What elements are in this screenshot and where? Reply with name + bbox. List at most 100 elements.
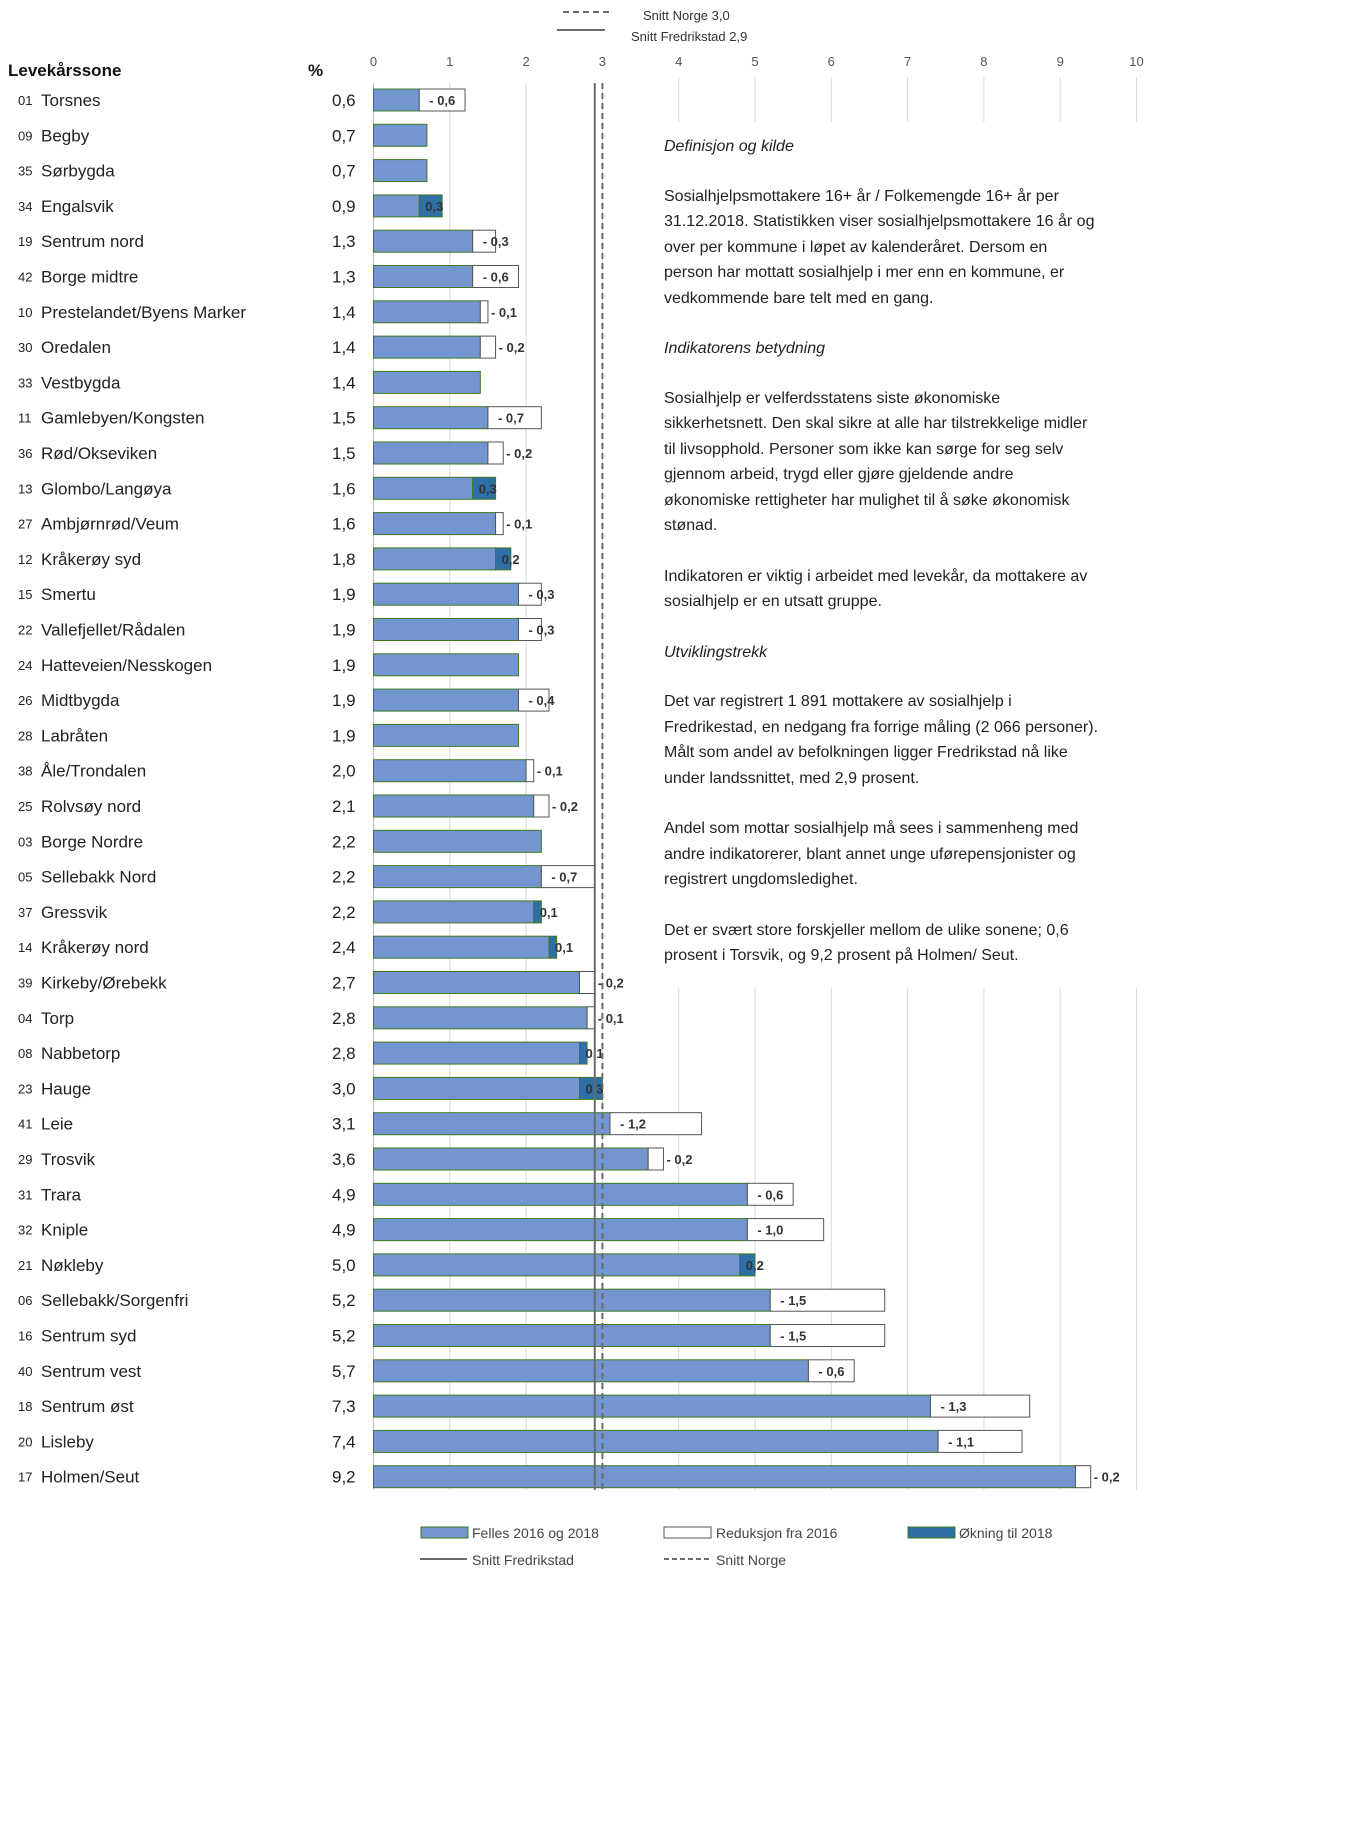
zone-code: 38 — [18, 764, 32, 779]
zone-name: Midtbygda — [41, 691, 120, 710]
bar-common — [373, 1359, 809, 1383]
bar-reduction — [647, 1147, 664, 1171]
zone-name: Sentrum nord — [41, 232, 144, 251]
bar-change-label: 0,1 — [555, 940, 573, 955]
zone-name: Kråkerøy syd — [41, 550, 141, 569]
zone-name: Kråkerøy nord — [41, 938, 149, 957]
zone-code: 26 — [18, 693, 32, 708]
bar-change-label: - 0,2 — [666, 1152, 692, 1167]
zone-code: 17 — [18, 1470, 32, 1485]
bar-change-label: - 1,5 — [780, 1293, 806, 1308]
zone-code: 28 — [18, 728, 32, 743]
bar-reduction — [472, 265, 519, 288]
zone-code: 21 — [18, 1258, 32, 1273]
zone-value: 5,0 — [332, 1256, 356, 1275]
zone-name: Hauge — [41, 1079, 91, 1098]
zone-name: Gressvik — [41, 903, 108, 922]
bar-reduction — [579, 971, 596, 994]
bar-common — [373, 1112, 611, 1136]
zone-value: 1,8 — [332, 550, 356, 569]
zone-value: 1,9 — [332, 691, 356, 710]
zone-code: 09 — [18, 128, 32, 143]
x-tick-label: 0 — [370, 54, 377, 69]
zone-code: 22 — [18, 623, 32, 638]
bar-change-label: - 0,1 — [506, 517, 532, 532]
bar-common — [373, 335, 481, 359]
reference-label-fredrikstad: Snitt Fredrikstad 2,9 — [631, 29, 747, 44]
bar-reduction — [1074, 1465, 1092, 1489]
bar-change-label: - 0,4 — [528, 693, 555, 708]
bar-reduction — [746, 1218, 825, 1242]
bar-common — [373, 971, 581, 994]
bar-reduction — [479, 335, 497, 359]
zone-code: 15 — [18, 587, 32, 602]
bar-common — [373, 900, 535, 924]
bar-common — [373, 512, 497, 536]
info-panel: Definisjon og kilde Sosialhjelpsmottaker… — [664, 134, 1144, 994]
bar-common — [373, 300, 481, 324]
zone-name: Borge Nordre — [41, 832, 143, 851]
zone-value: 1,9 — [332, 621, 356, 640]
bar-reduction — [487, 441, 504, 465]
zone-code: 11 — [18, 411, 32, 426]
bar-common — [373, 653, 519, 677]
zone-value: 1,6 — [332, 479, 356, 498]
zone-code: 05 — [18, 870, 32, 885]
info-text-differences: Det er svært store forskjeller mellom de… — [664, 921, 1069, 965]
x-tick-label: 9 — [1057, 54, 1064, 69]
bar-common — [373, 1182, 748, 1206]
bar-change-label: - 0,3 — [528, 587, 554, 602]
bar-change-label: - 1,2 — [620, 1117, 646, 1132]
zone-code: 30 — [18, 340, 32, 355]
zone-name: Lisleby — [41, 1432, 94, 1451]
zone-name: Kniple — [41, 1221, 88, 1240]
zone-name: Sørbygda — [41, 162, 115, 181]
info-text-context: Andel som mottar sosialhjelp må sees i s… — [664, 820, 1079, 888]
zone-value: 2,8 — [332, 1009, 356, 1028]
bar-change-label: 0,1 — [540, 905, 558, 920]
legend-label: Økning til 2018 — [959, 1525, 1053, 1541]
bar-reduction — [769, 1324, 886, 1347]
info-heading-trends: Utviklingstrekk — [664, 643, 768, 661]
zone-name: Torsnes — [41, 91, 101, 110]
zone-name: Labråten — [41, 726, 108, 745]
bar-reduction — [586, 1006, 596, 1030]
zone-value: 0,9 — [332, 197, 356, 216]
info-text-importance: Indikatoren er viktig i arbeidet med lev… — [664, 567, 1088, 611]
zone-name: Sentrum syd — [41, 1327, 136, 1346]
bar-increase — [495, 547, 512, 571]
bar-common — [373, 865, 542, 889]
zone-value: 3,6 — [332, 1150, 356, 1169]
bar-common — [373, 1429, 939, 1453]
x-tick-label: 4 — [675, 54, 682, 69]
bar-common — [373, 759, 527, 783]
bar-common — [373, 618, 519, 641]
x-tick-label: 3 — [599, 54, 606, 69]
x-tick-label: 10 — [1129, 54, 1143, 69]
zone-name: Kirkeby/Ørebekk — [41, 974, 167, 993]
zone-name: Begby — [41, 126, 90, 145]
info-text-definition: Sosialhjelpsmottakere 16+ år / Folkemeng… — [664, 187, 1095, 307]
bar-change-label: - 0,3 — [483, 234, 509, 249]
bar-reduction — [937, 1429, 1023, 1453]
legend-label: Snitt Norge — [716, 1552, 786, 1568]
zone-name: Rød/Okseviken — [41, 444, 157, 463]
bar-common — [373, 123, 428, 147]
bar-reduction — [495, 512, 504, 536]
legend-swatch-common — [420, 1526, 469, 1539]
zone-name: Engalsvik — [41, 197, 114, 216]
zone-code: 23 — [18, 1081, 32, 1096]
bar-common — [373, 582, 519, 606]
zone-value: 2,2 — [332, 868, 356, 887]
bar-change-label: - 0,2 — [506, 446, 532, 461]
zone-code: 12 — [18, 552, 32, 567]
zone-value: 2,1 — [332, 797, 356, 816]
zone-value: 2,0 — [332, 762, 356, 781]
bar-change-label: - 0,6 — [818, 1364, 844, 1379]
legend-swatch-reduction — [663, 1526, 712, 1539]
zone-value: 1,3 — [332, 268, 356, 287]
zone-value: 1,3 — [332, 232, 356, 251]
zone-name: Sentrum vest — [41, 1362, 141, 1381]
zone-code: 40 — [18, 1364, 32, 1379]
